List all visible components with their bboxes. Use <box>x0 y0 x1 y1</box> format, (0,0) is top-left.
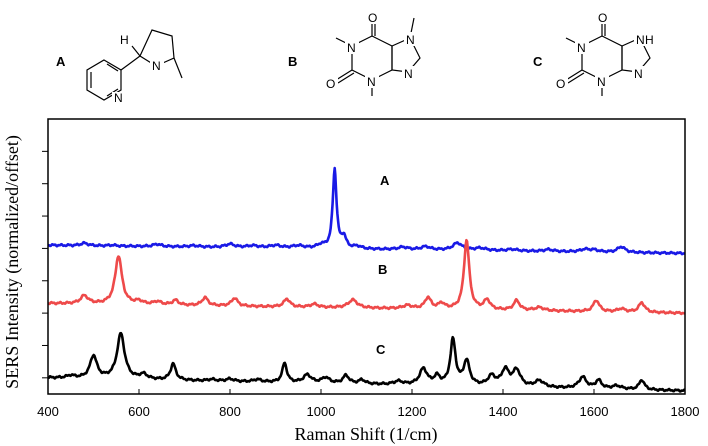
series-labels: A B C <box>376 173 390 357</box>
structure-b-n3: N <box>367 75 376 89</box>
x-tick-label: 1200 <box>398 404 427 419</box>
x-tick-label: 1000 <box>307 404 336 419</box>
structure-c-n7: N <box>636 33 645 47</box>
structure-c-o-left: O <box>556 77 565 91</box>
spectrum-plot: 400 600 800 1000 1200 1400 1600 1800 A B C Raman … <box>2 118 699 445</box>
structure-c-o-top: O <box>598 11 607 25</box>
series-label-b: B <box>378 262 387 277</box>
structure-a: A N N H <box>56 29 183 105</box>
structure-b-n7: N <box>406 33 415 47</box>
structure-c-n1: N <box>577 41 586 55</box>
y-axis-title: SERS Intensity (normalized/offset) <box>2 135 23 389</box>
structure-c-label: C <box>533 54 543 69</box>
structure-c-n9: N <box>634 67 643 81</box>
x-tick-label: 800 <box>219 404 241 419</box>
x-tick-label: 1400 <box>489 404 518 419</box>
structure-b-n1: N <box>347 41 356 55</box>
x-tick-label: 400 <box>37 404 59 419</box>
x-tick-label: 600 <box>128 404 150 419</box>
structure-c-nh-h: H <box>645 33 654 47</box>
structure-b-o-top: O <box>368 11 377 25</box>
structure-a-label: A <box>56 54 66 69</box>
series-layer <box>47 166 686 393</box>
x-axis-ticks: 400 600 800 1000 1200 1400 1600 1800 <box>37 389 699 419</box>
series-line-a <box>47 166 686 256</box>
structure-b: B O O N N N N <box>288 10 421 96</box>
series-label-a: A <box>380 173 390 188</box>
plot-frame <box>47 118 686 395</box>
x-tick-label: 1600 <box>580 404 609 419</box>
structure-a-h: H <box>120 33 129 47</box>
structure-b-n9: N <box>404 67 413 81</box>
structure-c-n3: N <box>597 75 606 89</box>
series-line-c <box>47 331 686 393</box>
series-line-b <box>47 238 686 316</box>
structure-b-o-left: O <box>326 77 335 91</box>
structure-a-pyrrolidine-n: N <box>152 59 161 73</box>
series-label-c: C <box>376 342 386 357</box>
x-tick-label: 1800 <box>671 404 700 419</box>
structure-c: C O O N N N H N <box>533 10 658 96</box>
x-axis-title: Raman Shift (1/cm) <box>295 424 438 445</box>
structure-b-label: B <box>288 54 297 69</box>
structure-a-pyridine-n: N <box>114 91 123 105</box>
y-axis-ticks <box>42 150 48 379</box>
